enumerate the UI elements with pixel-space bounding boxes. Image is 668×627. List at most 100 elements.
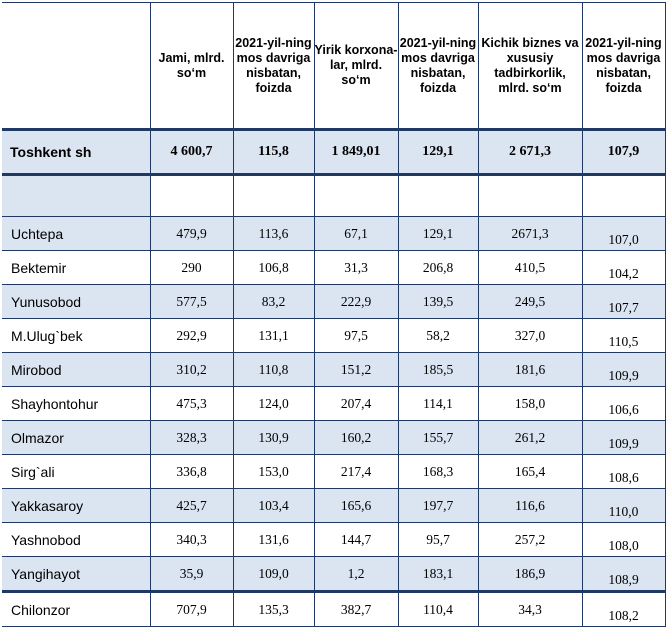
table-cell: 113,6 <box>232 216 315 251</box>
header-large-enterprises: Yirik korxona-lar, mlrd. so‘m <box>313 2 399 130</box>
empty-cell <box>2 174 151 217</box>
total-row: Toshkent sh 4 600,7 115,8 1 849,01 129,1… <box>2 128 666 176</box>
table-cell: 207,4 <box>313 386 399 421</box>
table-row: Chilonzor 707,9 135,3 382,7 110,4 34,3 108,2 <box>2 590 666 627</box>
table-cell: 109,9 <box>581 352 666 387</box>
table-cell: 155,7 <box>397 420 479 455</box>
table-cell: 217,4 <box>313 454 399 489</box>
table-row: Uchtepa 479,9 113,6 67,1 129,1 2671,3 107,0 <box>2 216 666 251</box>
table-cell: 185,5 <box>397 352 479 387</box>
header-district <box>2 2 151 130</box>
table-cell: 106,8 <box>232 250 315 285</box>
table-cell: 106,6 <box>581 386 666 421</box>
district-name: Yashnobod <box>2 522 151 557</box>
table-cell: 135,3 <box>232 590 315 627</box>
table-cell: 168,3 <box>397 454 479 489</box>
table-cell: 107,7 <box>581 284 666 319</box>
district-name: Sirg`ali <box>2 454 151 489</box>
table-cell: 35,9 <box>149 556 234 592</box>
table-cell: 292,9 <box>149 318 234 353</box>
total-value: 107,9 <box>581 128 666 176</box>
total-name: Toshkent sh <box>2 128 151 176</box>
table-row: Shayhontohur 475,3 124,0 207,4 114,1 158,0 106… <box>2 386 666 421</box>
empty-cell <box>397 174 479 217</box>
total-value: 129,1 <box>397 128 479 176</box>
total-value: 1 849,01 <box>313 128 399 176</box>
spacer-row <box>2 174 666 217</box>
table-row: Yunusobod 577,5 83,2 222,9 139,5 249,5 107,7 <box>2 284 666 319</box>
table-cell: 109,0 <box>232 556 315 592</box>
table-cell: 110,4 <box>397 590 479 627</box>
table-cell: 382,7 <box>313 590 399 627</box>
total-value: 2 671,3 <box>477 128 583 176</box>
table-cell: 83,2 <box>232 284 315 319</box>
table-cell: 109,9 <box>581 420 666 455</box>
table-cell: 67,1 <box>313 216 399 251</box>
table-cell: 327,0 <box>477 318 583 353</box>
table-cell: 130,9 <box>232 420 315 455</box>
district-name: Yunusobod <box>2 284 151 319</box>
district-name: M.Ulug`bek <box>2 318 151 353</box>
table-cell: 153,0 <box>232 454 315 489</box>
table-cell: 165,4 <box>477 454 583 489</box>
table-row: Yangihayot 35,9 109,0 1,2 183,1 186,9 108,9 <box>2 556 666 592</box>
table-cell: 479,9 <box>149 216 234 251</box>
table-cell: 310,2 <box>149 352 234 387</box>
district-name: Yakkasaroy <box>2 488 151 523</box>
table-row: Yakkasaroy 425,7 103,4 165,6 197,7 116,6 110,0 <box>2 488 666 523</box>
table-cell: 410,5 <box>477 250 583 285</box>
empty-cell <box>313 174 399 217</box>
total-value: 115,8 <box>232 128 315 176</box>
table-cell: 107,0 <box>581 216 666 251</box>
district-name: Shayhontohur <box>2 386 151 421</box>
table-row: Sirg`ali 336,8 153,0 217,4 168,3 165,4 108,6 <box>2 454 666 489</box>
table-cell: 124,0 <box>232 386 315 421</box>
table-cell: 577,5 <box>149 284 234 319</box>
table-row: M.Ulug`bek 292,9 131,1 97,5 58,2 327,0 110,5 <box>2 318 666 353</box>
table-cell: 114,1 <box>397 386 479 421</box>
table-cell: 129,1 <box>397 216 479 251</box>
table-cell: 131,6 <box>232 522 315 557</box>
table-cell: 151,2 <box>313 352 399 387</box>
table-cell: 206,8 <box>397 250 479 285</box>
table-cell: 104,2 <box>581 250 666 285</box>
table-cell: 183,1 <box>397 556 479 592</box>
table-row: Bektemir 290 106,8 31,3 206,8 410,5 104,2 <box>2 250 666 285</box>
table-cell: 257,2 <box>477 522 583 557</box>
table-cell: 261,2 <box>477 420 583 455</box>
table-cell: 58,2 <box>397 318 479 353</box>
table-cell: 165,6 <box>313 488 399 523</box>
table-cell: 186,9 <box>477 556 583 592</box>
table-cell: 139,5 <box>397 284 479 319</box>
district-name: Uchtepa <box>2 216 151 251</box>
empty-cell <box>581 174 666 217</box>
table-cell: 110,8 <box>232 352 315 387</box>
table-cell: 97,5 <box>313 318 399 353</box>
empty-cell <box>232 174 315 217</box>
header-small-business: Kichik biznes va xususiy tadbirkorlik, m… <box>477 2 583 130</box>
table-cell: 158,0 <box>477 386 583 421</box>
table-cell: 475,3 <box>149 386 234 421</box>
table-cell: 144,7 <box>313 522 399 557</box>
table-cell: 707,9 <box>149 590 234 627</box>
table-cell: 2671,3 <box>477 216 583 251</box>
table-row: Olmazor 328,3 130,9 160,2 155,7 261,2 109,9 <box>2 420 666 455</box>
table-cell: 181,6 <box>477 352 583 387</box>
table-cell: 290 <box>149 250 234 285</box>
empty-cell <box>149 174 234 217</box>
table-cell: 108,9 <box>581 556 666 592</box>
table-cell: 336,8 <box>149 454 234 489</box>
table-cell: 108,0 <box>581 522 666 557</box>
header-row: Jami, mlrd. so‘m 2021-yil-ning mos davri… <box>2 2 666 130</box>
table-cell: 110,0 <box>581 488 666 523</box>
table-cell: 340,3 <box>149 522 234 557</box>
table-cell: 328,3 <box>149 420 234 455</box>
table-cell: 34,3 <box>477 590 583 627</box>
district-name: Chilonzor <box>2 590 151 627</box>
header-total: Jami, mlrd. so‘m <box>149 2 234 130</box>
table-cell: 103,4 <box>232 488 315 523</box>
table-cell: 1,2 <box>313 556 399 592</box>
table-row: Yashnobod 340,3 131,6 144,7 95,7 257,2 108,0 <box>2 522 666 557</box>
header-total-change: 2021-yil-ning mos davriga nisbatan, foiz… <box>232 2 315 130</box>
